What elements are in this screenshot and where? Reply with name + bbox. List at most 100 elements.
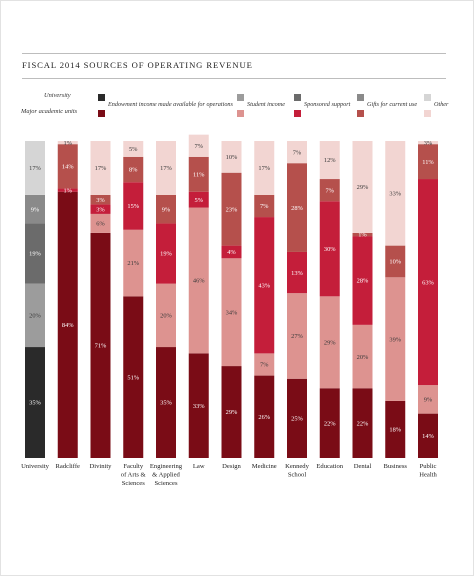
bar-segment bbox=[352, 232, 373, 237]
bar-segment bbox=[352, 141, 373, 233]
data-label: 3% bbox=[424, 140, 433, 147]
data-label: 30% bbox=[324, 246, 336, 253]
data-label: 14% bbox=[422, 433, 434, 440]
bar-segment bbox=[57, 191, 78, 458]
bar-segment bbox=[385, 277, 406, 401]
data-label: 15% bbox=[127, 203, 139, 210]
bar-segment bbox=[352, 388, 373, 458]
data-label: 11% bbox=[193, 171, 205, 178]
category-label: Public bbox=[420, 463, 437, 470]
legend-label-endowment: Endowment income made available for oper… bbox=[108, 101, 233, 108]
data-label: 10% bbox=[389, 259, 401, 266]
data-label: 9% bbox=[162, 206, 171, 213]
data-label: 17% bbox=[95, 165, 107, 172]
data-label: 84% bbox=[62, 322, 74, 329]
bar-segment bbox=[188, 156, 209, 192]
data-label: 46% bbox=[193, 278, 205, 285]
legend-swatch-university-1 bbox=[237, 94, 244, 101]
data-label: 7% bbox=[260, 362, 269, 369]
data-label: 17% bbox=[258, 165, 270, 172]
data-label: 3% bbox=[96, 197, 105, 204]
data-label: 35% bbox=[160, 400, 172, 407]
category-label: Business bbox=[384, 463, 408, 470]
data-label: 27% bbox=[291, 333, 303, 340]
data-label: 22% bbox=[357, 420, 369, 427]
bar-segment bbox=[418, 385, 438, 414]
data-label: 6% bbox=[96, 221, 105, 228]
data-label: 29% bbox=[226, 409, 238, 416]
category-label: Sciences bbox=[154, 480, 178, 487]
bar-segment bbox=[254, 141, 275, 195]
chart-title: FISCAL 2014 SOURCES OF OPERATING REVENUE bbox=[22, 60, 253, 70]
data-label: 7% bbox=[325, 187, 334, 194]
data-label: 14% bbox=[62, 164, 74, 171]
bar-segment bbox=[90, 141, 111, 195]
data-label: 71% bbox=[95, 343, 107, 350]
legend-swatch-university-2 bbox=[294, 94, 301, 101]
bar-segment bbox=[188, 353, 209, 458]
data-label: 17% bbox=[29, 165, 41, 172]
bar-segment bbox=[156, 283, 176, 348]
data-label: 20% bbox=[357, 354, 369, 361]
bar-segment bbox=[352, 236, 373, 325]
category-label: Kennedy bbox=[285, 463, 310, 470]
data-label: 1% bbox=[63, 140, 72, 147]
data-label: 18% bbox=[389, 427, 401, 434]
category-label: & Applied bbox=[152, 472, 180, 479]
bar-segment bbox=[352, 324, 373, 389]
category-label: Law bbox=[193, 463, 205, 470]
legend-swatch-university-3 bbox=[357, 94, 364, 101]
bar-segment bbox=[418, 144, 438, 180]
legend-row-label-university: University bbox=[44, 92, 71, 99]
bar-segment bbox=[123, 141, 144, 157]
bar-segment bbox=[156, 223, 176, 284]
bar-segment bbox=[418, 141, 438, 145]
category-label: Medicine bbox=[252, 463, 277, 470]
data-label: 13% bbox=[291, 270, 303, 277]
category-label: School bbox=[288, 472, 306, 479]
bar-segment bbox=[90, 213, 111, 233]
data-label: 4% bbox=[227, 249, 236, 256]
bar-segment bbox=[123, 296, 144, 458]
data-label: 1% bbox=[358, 232, 367, 239]
data-label: 5% bbox=[129, 146, 138, 153]
bar-segment bbox=[123, 229, 144, 297]
bar-segment bbox=[123, 182, 144, 230]
data-label: 20% bbox=[160, 313, 172, 320]
bar-segment bbox=[254, 375, 275, 458]
legend-swatch-units-0 bbox=[98, 110, 105, 117]
title-rule bbox=[22, 78, 446, 79]
bar-segment bbox=[319, 141, 340, 180]
data-label: 33% bbox=[193, 403, 205, 410]
data-label: 51% bbox=[127, 374, 139, 381]
bar-segment bbox=[221, 172, 242, 246]
bar-segment bbox=[57, 188, 78, 192]
data-label: 19% bbox=[29, 251, 41, 258]
category-label: Design bbox=[222, 463, 241, 470]
data-label: 8% bbox=[129, 167, 138, 174]
bar-segment bbox=[156, 347, 176, 458]
category-label: Sciences bbox=[122, 480, 146, 487]
data-label: 7% bbox=[260, 203, 269, 210]
data-label: 5% bbox=[194, 197, 203, 204]
data-label: 29% bbox=[324, 339, 336, 346]
data-label: 25% bbox=[291, 416, 303, 423]
category-label: Health bbox=[419, 472, 437, 479]
data-label: 19% bbox=[160, 251, 172, 258]
bar-segment bbox=[25, 223, 45, 284]
bar-segment bbox=[90, 194, 111, 205]
bar-segment bbox=[25, 194, 45, 224]
category-label: Dental bbox=[354, 463, 372, 470]
data-label: 23% bbox=[226, 206, 238, 213]
data-label: 28% bbox=[357, 278, 369, 285]
data-label: 22% bbox=[324, 420, 336, 427]
data-label: 17% bbox=[160, 165, 172, 172]
data-label: 26% bbox=[258, 414, 270, 421]
legend-swatch-units-3 bbox=[357, 110, 364, 117]
category-label: Education bbox=[316, 463, 343, 470]
top-rule bbox=[22, 53, 446, 54]
legend-label-sponsored-support: Sponsored support bbox=[304, 101, 351, 108]
data-label: 39% bbox=[389, 336, 401, 343]
legend-label-gifts: Gifts for current use bbox=[367, 101, 418, 108]
